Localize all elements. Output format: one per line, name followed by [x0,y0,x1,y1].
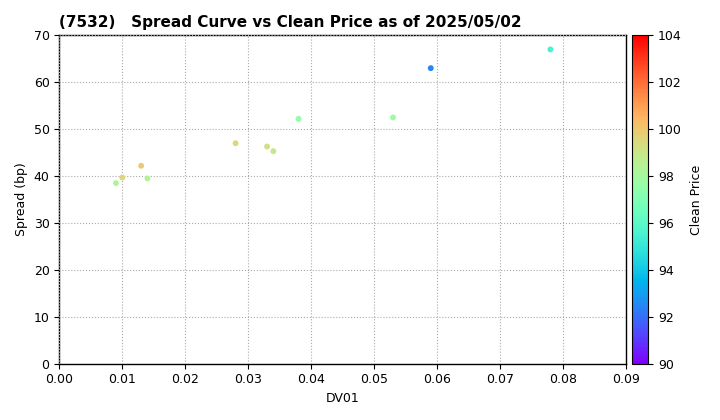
Point [230,140,241,147]
Y-axis label: Clean Price: Clean Price [690,164,703,235]
Point [425,65,436,71]
Point [110,180,122,186]
Point [293,116,305,122]
Point [387,114,399,121]
Y-axis label: Spread (bp): Spread (bp) [15,163,28,236]
X-axis label: DV01: DV01 [325,392,359,405]
Point [544,46,556,53]
Point [261,143,273,150]
Point [142,175,153,182]
Point [135,163,147,169]
Point [268,148,279,155]
Point [117,174,128,181]
Text: (7532)   Spread Curve vs Clean Price as of 2025/05/02: (7532) Spread Curve vs Clean Price as of… [59,15,522,30]
